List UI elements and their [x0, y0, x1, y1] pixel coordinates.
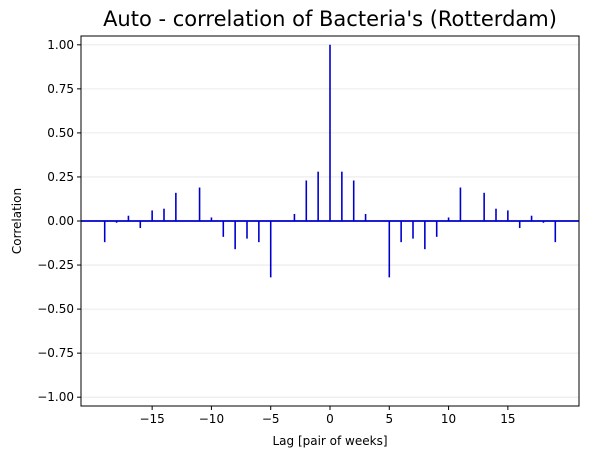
- x-tick-label: 5: [385, 412, 393, 426]
- y-tick-label: −1.00: [37, 390, 74, 404]
- y-tick-label: −0.25: [37, 258, 74, 272]
- x-tick-label: 0: [326, 412, 334, 426]
- y-tick-label: −0.50: [37, 302, 74, 316]
- x-axis-label: Lag [pair of weeks]: [272, 434, 387, 448]
- y-tick-label: 1.00: [47, 38, 74, 52]
- y-ticks: −1.00 −0.75 −0.50 −0.25 0.00 0.25 0.50 0.75 1.00: [37, 38, 81, 404]
- y-tick-label: 0.75: [47, 82, 74, 96]
- chart-title: Auto - correlation of Bacteria's (Rotter…: [103, 7, 557, 31]
- y-tick-label: 0.25: [47, 170, 74, 184]
- x-ticks: −15 −10 −5 0 5 10 15: [139, 406, 515, 426]
- x-tick-label: 10: [441, 412, 456, 426]
- y-axis-label: Correlation: [10, 188, 24, 254]
- y-tick-label: 0.00: [47, 214, 74, 228]
- x-tick-label: −15: [139, 412, 164, 426]
- y-tick-label: −0.75: [37, 346, 74, 360]
- x-tick-label: 15: [500, 412, 515, 426]
- stems-group: [103, 44, 557, 278]
- x-tick-label: −5: [262, 412, 280, 426]
- x-tick-label: −10: [199, 412, 224, 426]
- y-tick-label: 0.50: [47, 126, 74, 140]
